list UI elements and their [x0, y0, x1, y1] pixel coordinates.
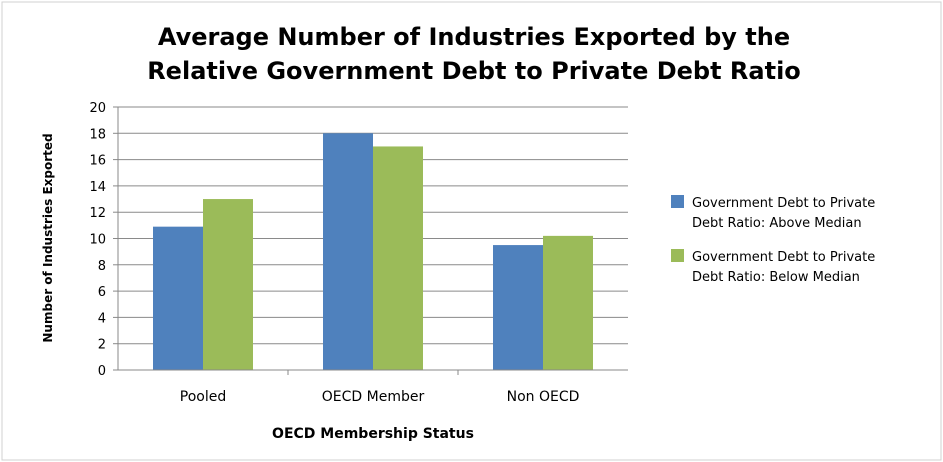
chart-title-line-1: Average Number of Industries Exported by… [158, 23, 790, 51]
x-axis-title: OECD Membership Status [272, 426, 474, 442]
y-tick-label: 0 [98, 364, 106, 379]
y-tick-label: 20 [89, 101, 106, 116]
bar-below-median-pooled [203, 199, 253, 370]
y-tick-label: 8 [98, 259, 106, 274]
legend-item-above-median: Government Debt to Private Debt Ratio: A… [671, 195, 875, 231]
bar-below-median-non-oecd [543, 235, 593, 370]
y-tick-label: 4 [98, 311, 106, 326]
y-tick-label: 6 [98, 285, 106, 300]
legend-item-below-median: Government Debt to Private Debt Ratio: B… [671, 249, 875, 285]
y-tick-label: 18 [89, 127, 106, 142]
legend: Government Debt to Private Debt Ratio: A… [671, 195, 875, 285]
x-tick-label: OECD Member [322, 389, 425, 405]
legend-swatch-below-median [671, 249, 684, 262]
y-tick-label: 16 [89, 154, 106, 169]
legend-label-below-median-line-2: Debt Ratio: Below Median [692, 270, 860, 285]
bar-above-median-oecd-member [323, 133, 373, 370]
legend-label-above-median-line-2: Debt Ratio: Above Median [692, 216, 862, 231]
chart-title-line-2: Relative Government Debt to Private Debt… [147, 57, 801, 85]
legend-label-below-median-line-1: Government Debt to Private [692, 250, 875, 265]
bars [153, 133, 593, 370]
bar-above-median-pooled [153, 226, 203, 370]
x-tick-label: Pooled [180, 389, 226, 405]
x-tick-label: Non OECD [507, 389, 580, 405]
legend-label-above-median-line-1: Government Debt to Private [692, 196, 875, 211]
y-axis-title: Number of Industries Exported [41, 133, 55, 342]
y-tick-label: 12 [89, 206, 106, 221]
y-tick-label: 2 [98, 338, 106, 353]
y-tick-label: 14 [89, 180, 106, 195]
y-tick-label: 10 [89, 233, 106, 248]
bar-above-median-non-oecd [493, 245, 543, 370]
y-axis-ticks: 0 2 4 6 8 10 12 14 16 18 20 [89, 101, 118, 379]
bar-below-median-oecd-member [373, 146, 423, 370]
x-axis-ticks: Pooled OECD Member Non OECD [180, 370, 580, 405]
legend-swatch-above-median [671, 195, 684, 208]
